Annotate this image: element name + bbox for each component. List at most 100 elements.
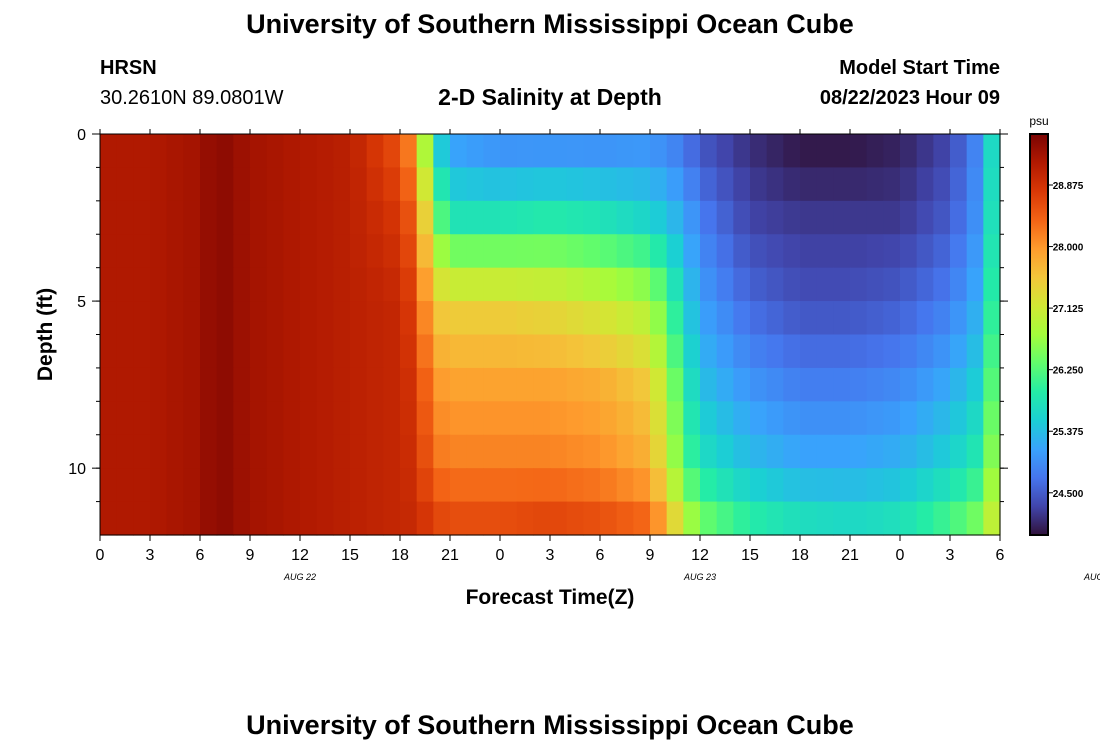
heatmap-cell	[400, 167, 418, 202]
heatmap-cell	[366, 134, 384, 169]
heatmap-cell	[850, 401, 868, 436]
heatmap-cell	[700, 234, 718, 269]
heatmap-cell	[466, 267, 484, 302]
heatmap-cell	[266, 434, 284, 469]
heatmap-cell	[150, 234, 168, 269]
heatmap-cell	[450, 468, 468, 503]
heatmap-cell	[733, 167, 751, 202]
heatmap-cell	[833, 134, 851, 169]
heatmap-cell	[966, 501, 984, 536]
heatmap-cell	[333, 434, 351, 469]
heatmap-cell	[216, 468, 234, 503]
heatmap-cell	[600, 468, 618, 503]
heatmap-cell	[300, 167, 318, 202]
heatmap-cell	[933, 501, 951, 536]
heatmap-cell	[616, 501, 634, 536]
heatmap-cell	[800, 200, 818, 235]
heatmap-cell	[466, 367, 484, 402]
heatmap-cell	[566, 468, 584, 503]
heatmap-cell	[933, 200, 951, 235]
heatmap-cell	[483, 200, 501, 235]
heatmap-cell	[800, 401, 818, 436]
heatmap-cell	[650, 200, 668, 235]
colorbar-tick-label: 24.500	[1053, 489, 1084, 500]
heatmap-cell	[916, 134, 934, 169]
heatmap-cell	[166, 200, 184, 235]
heatmap-cell	[783, 367, 801, 402]
heatmap-cell	[716, 434, 734, 469]
heatmap-cell	[333, 200, 351, 235]
heatmap-cell	[983, 200, 1001, 235]
heatmap-cell	[850, 468, 868, 503]
heatmap-cell	[500, 134, 518, 169]
heatmap-cell	[350, 501, 368, 536]
heatmap-cell	[233, 134, 251, 169]
heatmap-cell	[500, 301, 518, 336]
colorbar-unit: psu	[1029, 114, 1048, 128]
heatmap-cell	[116, 367, 134, 402]
heatmap-cell	[783, 501, 801, 536]
heatmap-cell	[950, 367, 968, 402]
x-tick-label: 21	[441, 547, 459, 564]
heatmap-cell	[550, 367, 568, 402]
heatmap-cell	[166, 301, 184, 336]
heatmap-cell	[183, 267, 201, 302]
heatmap-cell	[633, 501, 651, 536]
heatmap-cell	[533, 367, 551, 402]
heatmap-cell	[100, 200, 118, 235]
heatmap-cell	[466, 200, 484, 235]
heatmap-cell	[750, 167, 768, 202]
heatmap-cell	[800, 301, 818, 336]
heatmap-cell	[783, 234, 801, 269]
colorbar-tick-label: 25.375	[1053, 427, 1084, 438]
heatmap-cell	[133, 468, 151, 503]
heatmap-cell	[383, 301, 401, 336]
heatmap-cell	[450, 434, 468, 469]
heatmap-cell	[566, 234, 584, 269]
heatmap-cell	[666, 434, 684, 469]
heatmap-cell	[633, 167, 651, 202]
heatmap-cell	[450, 501, 468, 536]
heatmap-cell	[533, 134, 551, 169]
heatmap-cell	[816, 434, 834, 469]
heatmap-cell	[850, 267, 868, 302]
heatmap-cell	[550, 501, 568, 536]
heatmap-cell	[366, 401, 384, 436]
heatmap-cell	[383, 434, 401, 469]
heatmap-cell	[533, 234, 551, 269]
heatmap-cell	[200, 301, 218, 336]
heatmap-cell	[216, 167, 234, 202]
heatmap-cell	[400, 200, 418, 235]
heatmap-cell	[983, 501, 1001, 536]
heatmap-cell	[783, 301, 801, 336]
heatmap-cell	[100, 501, 118, 536]
heatmap-cell	[983, 468, 1001, 503]
heatmap-cell	[666, 167, 684, 202]
heatmap-cell	[250, 134, 268, 169]
heatmap-cell	[966, 200, 984, 235]
heatmap-cell	[700, 367, 718, 402]
heatmap-cell	[350, 434, 368, 469]
heatmap-cell	[816, 301, 834, 336]
heatmap-cell	[983, 301, 1001, 336]
heatmap-cell	[916, 267, 934, 302]
heatmap-cell	[466, 167, 484, 202]
heatmap-cell	[483, 367, 501, 402]
heatmap-cell	[516, 501, 534, 536]
heatmap-cell	[333, 401, 351, 436]
heatmap-cell	[466, 468, 484, 503]
heatmap-cell	[933, 234, 951, 269]
heatmap-cell	[500, 501, 518, 536]
heatmap-cell	[733, 267, 751, 302]
heatmap-cell	[500, 334, 518, 369]
heatmap-cell	[750, 301, 768, 336]
axes: 0 3 6 9 12 15 18 21 0 3 6 9 12 15 18 21 0 3 6 AUG 22 AUG 23 A…	[68, 127, 1100, 582]
heatmap-cell	[416, 200, 434, 235]
heatmap-cell	[533, 468, 551, 503]
heatmap-cell	[183, 134, 201, 169]
heatmap-cell	[383, 401, 401, 436]
x-tick-label: 18	[791, 547, 809, 564]
heatmap-cell	[333, 234, 351, 269]
heatmap-cell	[683, 167, 701, 202]
heatmap-cell	[650, 367, 668, 402]
